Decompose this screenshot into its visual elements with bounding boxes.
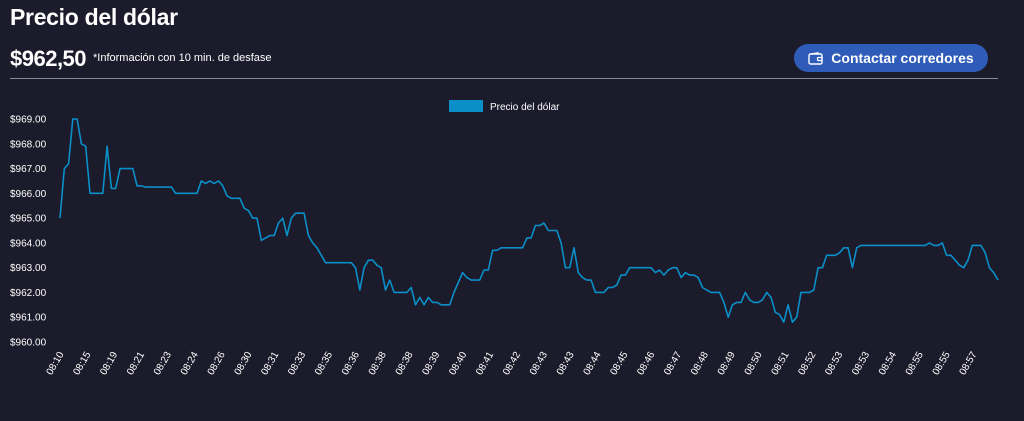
x-tick-label: 08:47 [662, 350, 684, 378]
x-tick-label: 08:50 [743, 350, 765, 378]
x-tick-label: 08:55 [904, 350, 926, 378]
series-line [59, 118, 999, 323]
x-tick-label: 08:33 [286, 350, 308, 378]
x-tick-label: 08:35 [313, 350, 335, 378]
x-tick-label: 08:46 [635, 350, 657, 378]
y-tick-label: $963.00 [10, 263, 47, 274]
y-tick-label: $965.00 [10, 214, 47, 225]
x-tick-label: 08:44 [582, 350, 604, 378]
x-tick-label: 08:19 [98, 350, 120, 378]
x-tick-label: 08:10 [45, 350, 67, 378]
legend-swatch [449, 100, 483, 112]
x-tick-label: 08:55 [931, 350, 953, 378]
x-tick-label: 08:23 [152, 350, 174, 378]
x-tick-label: 08:38 [367, 350, 389, 378]
x-tick-label: 08:43 [555, 350, 577, 378]
current-price: $962,50 [10, 46, 87, 71]
y-axis: $960.00 $961.00 $962.00 $963.00 $964.00 $965.… [10, 115, 47, 349]
x-tick-label: 08:26 [206, 350, 228, 378]
x-tick-label: 08:41 [474, 350, 496, 378]
x-tick-label: 08:49 [716, 350, 738, 378]
y-tick-label: $969.00 [10, 115, 47, 126]
x-tick-label: 08:15 [71, 350, 93, 378]
y-tick-label: $968.00 [10, 139, 47, 150]
contact-brokers-button[interactable]: Contactar corredores [794, 44, 988, 72]
x-tick-label: 08:43 [528, 350, 550, 378]
x-tick-label: 08:48 [689, 350, 711, 378]
y-tick-label: $964.00 [10, 238, 47, 249]
price-chart: Precio del dólar $960.00$961.00$962.00$9… [10, 100, 999, 378]
wallet-icon [808, 51, 823, 65]
y-tick-label: $967.00 [10, 164, 47, 175]
x-tick-label: 08:36 [340, 350, 362, 378]
x-tick-label: 08:40 [447, 350, 469, 378]
y-tick-label: $962.00 [10, 288, 47, 299]
x-tick-label: 08:53 [823, 350, 845, 378]
x-tick-label: 08:52 [796, 350, 818, 378]
x-tick-label: 08:21 [125, 350, 147, 378]
x-axis: 08:10 08:15 08:19 08:21 08:23 08:24 08:26 08:30… [45, 350, 980, 378]
x-tick-label: 08:51 [770, 350, 792, 378]
delay-note: *Información con 10 min. de desfase [93, 52, 272, 64]
x-tick-label: 08:42 [501, 350, 523, 378]
y-tick-label: $966.00 [10, 189, 47, 200]
y-tick-label: $960.00 [10, 338, 47, 349]
y-tick-label: $961.00 [10, 313, 47, 324]
x-tick-label: 08:53 [850, 350, 872, 378]
x-tick-label: 08:31 [259, 350, 281, 378]
x-tick-label: 08:45 [608, 350, 630, 378]
x-tick-label: 08:38 [394, 350, 416, 378]
series-group [59, 118, 999, 323]
contact-brokers-label: Contactar corredores [831, 50, 974, 66]
x-tick-label: 08:54 [877, 350, 899, 378]
x-tick-label: 08:39 [420, 350, 442, 378]
x-tick-label: 08:57 [958, 350, 980, 378]
chart-legend: Precio del dólar [449, 100, 560, 113]
page-title: Precio del dólar [10, 4, 178, 30]
legend-label: Precio del dólar [490, 102, 560, 113]
header-divider [10, 78, 998, 79]
x-tick-label: 08:30 [233, 350, 255, 378]
x-tick-label: 08:24 [179, 350, 201, 378]
